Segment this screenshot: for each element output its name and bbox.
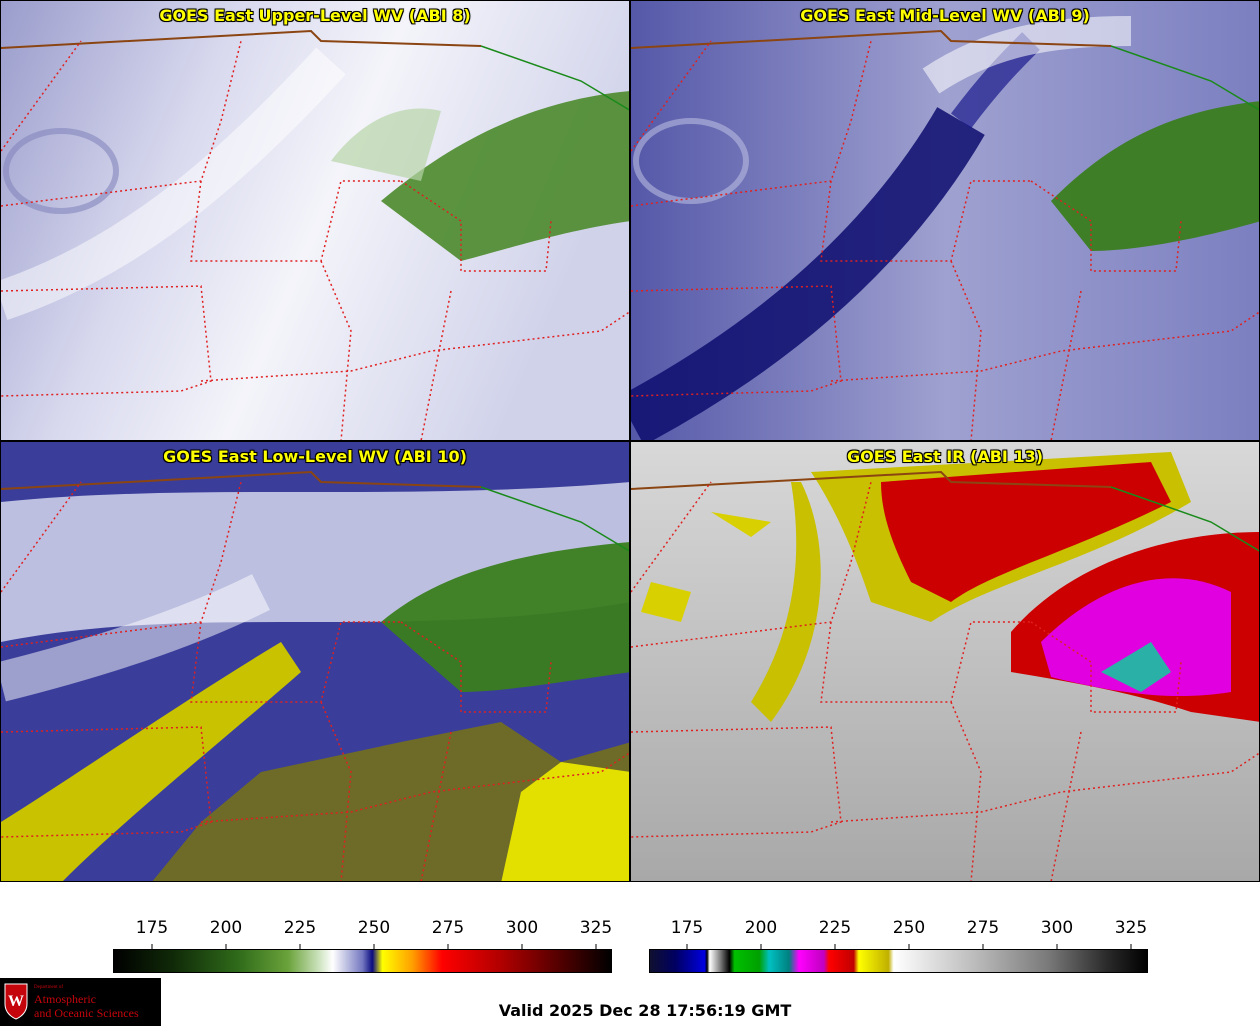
tick-mark bbox=[595, 944, 597, 950]
panel-mid-wv: GOES East Mid-Level WV (ABI 9) bbox=[630, 0, 1260, 441]
panel-low-wv: GOES East Low-Level WV (ABI 10) bbox=[0, 441, 630, 882]
svg-text:W: W bbox=[8, 993, 24, 1010]
aos-logo: W Department of Atmospheric and Oceanic … bbox=[0, 978, 161, 1026]
tick-mark bbox=[982, 944, 984, 950]
tick-mark bbox=[686, 944, 688, 950]
ir-image bbox=[631, 442, 1259, 881]
tick-label: 175 bbox=[670, 918, 704, 938]
wv-colorbar-ticks: 175 200 225 250 275 300 325 bbox=[0, 918, 630, 950]
tick-label: 275 bbox=[431, 918, 465, 938]
panel-title: GOES East Upper-Level WV (ABI 8) bbox=[159, 6, 471, 25]
tick-mark bbox=[151, 944, 153, 950]
tick-label: 325 bbox=[1114, 918, 1148, 938]
valid-time: Valid 2025 Dec 28 17:56:19 GMT bbox=[498, 1001, 792, 1020]
tick-label: 225 bbox=[818, 918, 852, 938]
logo-dept-text: Department of bbox=[34, 985, 64, 990]
uw-crest-icon: W bbox=[4, 983, 28, 1020]
tick-mark bbox=[225, 944, 227, 950]
tick-label: 250 bbox=[357, 918, 391, 938]
tick-label: 250 bbox=[892, 918, 926, 938]
panel-title: GOES East Low-Level WV (ABI 10) bbox=[163, 447, 467, 466]
tick-mark bbox=[447, 944, 449, 950]
panel-upper-wv: GOES East Upper-Level WV (ABI 8) bbox=[0, 0, 630, 441]
mid-wv-image bbox=[631, 1, 1259, 440]
panel-title: GOES East Mid-Level WV (ABI 9) bbox=[800, 6, 1090, 25]
tick-mark bbox=[834, 944, 836, 950]
tick-label: 175 bbox=[135, 918, 169, 938]
tick-label: 300 bbox=[505, 918, 539, 938]
logo-line2: and Oceanic Sciences bbox=[34, 1006, 139, 1020]
upper-wv-image bbox=[1, 1, 629, 440]
low-wv-image bbox=[1, 442, 629, 881]
tick-label: 300 bbox=[1040, 918, 1074, 938]
ir-colorbar bbox=[649, 949, 1148, 973]
tick-label: 275 bbox=[966, 918, 1000, 938]
panel-ir: GOES East IR (ABI 13) bbox=[630, 441, 1260, 882]
tick-mark bbox=[521, 944, 523, 950]
tick-mark bbox=[760, 944, 762, 950]
tick-label: 200 bbox=[209, 918, 243, 938]
tick-mark bbox=[908, 944, 910, 950]
logo-line1: Atmospheric bbox=[34, 992, 96, 1006]
wv-colorbar bbox=[113, 949, 612, 973]
tick-label: 225 bbox=[283, 918, 317, 938]
tick-mark bbox=[1130, 944, 1132, 950]
tick-label: 325 bbox=[579, 918, 613, 938]
panel-title: GOES East IR (ABI 13) bbox=[846, 447, 1044, 466]
tick-mark bbox=[299, 944, 301, 950]
tick-mark bbox=[1056, 944, 1058, 950]
tick-label: 200 bbox=[744, 918, 778, 938]
ir-colorbar-ticks: 175 200 225 250 275 300 325 bbox=[0, 918, 1260, 950]
tick-mark bbox=[373, 944, 375, 950]
